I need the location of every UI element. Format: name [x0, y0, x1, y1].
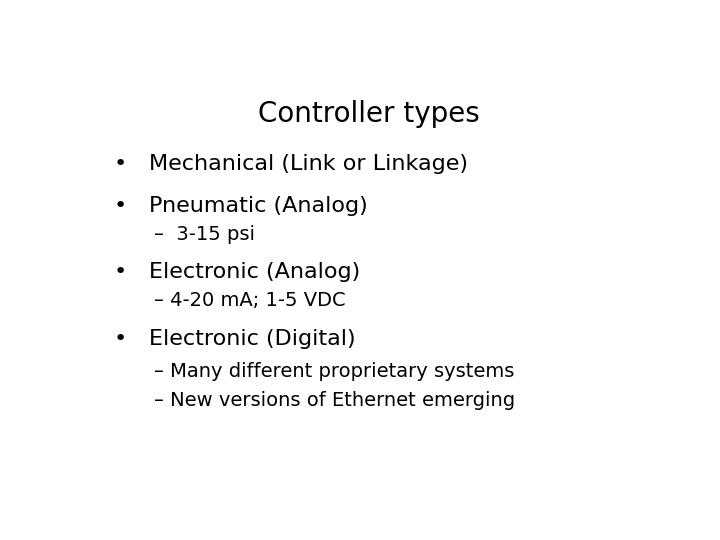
Text: – 4-20 mA; 1-5 VDC: – 4-20 mA; 1-5 VDC — [154, 292, 346, 310]
Text: Electronic (Analog): Electronic (Analog) — [148, 262, 360, 282]
Text: Electronic (Digital): Electronic (Digital) — [148, 329, 355, 349]
Text: •: • — [114, 329, 127, 349]
Text: – Many different proprietary systems: – Many different proprietary systems — [154, 362, 515, 381]
Text: •: • — [114, 262, 127, 282]
Text: – New versions of Ethernet emerging: – New versions of Ethernet emerging — [154, 391, 516, 410]
Text: •: • — [114, 154, 127, 174]
Text: –  3-15 psi: – 3-15 psi — [154, 225, 255, 244]
Text: Mechanical (Link or Linkage): Mechanical (Link or Linkage) — [148, 154, 467, 174]
Text: Controller types: Controller types — [258, 100, 480, 128]
Text: •: • — [114, 196, 127, 216]
Text: Pneumatic (Analog): Pneumatic (Analog) — [148, 196, 367, 216]
